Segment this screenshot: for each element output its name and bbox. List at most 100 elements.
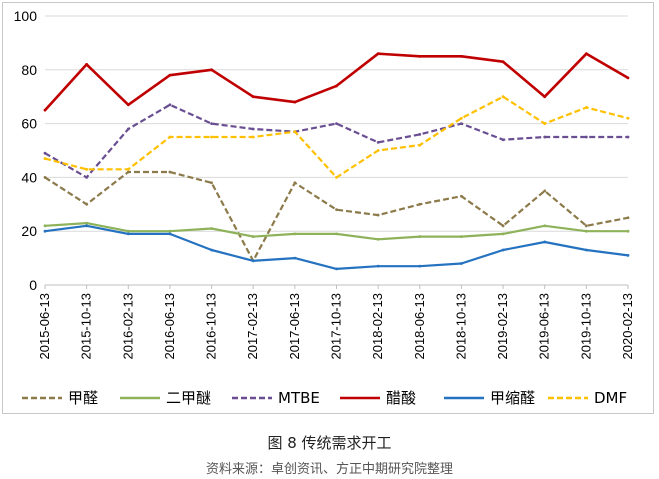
data-point bbox=[168, 73, 172, 77]
data-point bbox=[251, 95, 255, 99]
data-point bbox=[584, 52, 588, 56]
data-point bbox=[293, 256, 297, 260]
data-point bbox=[210, 248, 213, 252]
data-point bbox=[460, 116, 463, 120]
data-point bbox=[126, 229, 130, 233]
legend-label: 甲缩醛 bbox=[490, 389, 535, 407]
data-point bbox=[460, 262, 463, 265]
data-point bbox=[460, 194, 463, 198]
data-point bbox=[460, 54, 463, 58]
data-point bbox=[168, 135, 172, 139]
series-lines bbox=[43, 52, 630, 271]
legend-label: 甲醛 bbox=[68, 389, 98, 407]
data-point bbox=[43, 157, 47, 160]
data-point bbox=[376, 52, 380, 56]
data-point bbox=[501, 60, 505, 64]
data-point bbox=[543, 240, 547, 244]
data-point bbox=[126, 103, 130, 107]
y-tick-label: 80 bbox=[21, 62, 37, 78]
legend-label: 二甲醚 bbox=[166, 389, 211, 407]
data-point bbox=[126, 167, 130, 171]
data-point bbox=[335, 267, 338, 271]
chart-frame bbox=[2, 2, 654, 414]
data-point bbox=[376, 213, 380, 217]
data-point bbox=[335, 122, 338, 125]
data-point bbox=[501, 224, 505, 228]
data-point bbox=[418, 235, 422, 238]
data-point bbox=[501, 232, 505, 236]
data-point bbox=[85, 176, 89, 179]
data-point bbox=[43, 224, 47, 228]
grid-lines bbox=[44, 15, 629, 289]
data-point bbox=[626, 216, 630, 220]
x-tick-label: 2018-02-13 bbox=[370, 293, 385, 360]
data-point bbox=[584, 135, 588, 139]
x-tick-label: 2018-10-13 bbox=[453, 293, 468, 360]
data-point bbox=[626, 135, 630, 139]
data-point bbox=[501, 95, 505, 99]
data-point bbox=[418, 202, 422, 206]
legend: 甲醛 二甲醚 MTBE 醋酸 甲缩醛 DMF bbox=[22, 389, 627, 407]
x-tick-label: 2018-06-13 bbox=[412, 293, 427, 360]
data-point bbox=[210, 227, 213, 230]
data-point bbox=[210, 122, 213, 125]
data-point bbox=[85, 221, 89, 225]
data-point bbox=[85, 167, 89, 171]
x-tick-label: 2020-02-13 bbox=[620, 293, 635, 360]
x-tick-label: 2016-10-13 bbox=[204, 293, 219, 360]
data-point bbox=[543, 189, 547, 193]
x-tick-label: 2019-02-13 bbox=[495, 293, 510, 360]
y-tick-label: 100 bbox=[14, 8, 38, 24]
x-tick-label: 2016-02-13 bbox=[120, 293, 135, 360]
data-point bbox=[626, 229, 630, 233]
y-axis-labels: 0 20 40 60 80 100 bbox=[14, 8, 38, 293]
data-point bbox=[210, 181, 213, 185]
legend-label: 醋酸 bbox=[386, 389, 416, 407]
data-point bbox=[126, 127, 130, 131]
data-point bbox=[126, 170, 130, 174]
data-point bbox=[210, 68, 213, 72]
data-point bbox=[626, 76, 630, 80]
y-tick-label: 0 bbox=[29, 277, 37, 293]
source-caption: 资料来源：卓创资讯、方正中期研究院整理 bbox=[205, 462, 453, 477]
data-point bbox=[418, 132, 422, 136]
x-tick-label: 2017-10-13 bbox=[329, 293, 344, 360]
data-point bbox=[376, 141, 380, 144]
data-point bbox=[293, 130, 297, 134]
data-point bbox=[251, 259, 255, 263]
data-point bbox=[293, 181, 297, 185]
data-point bbox=[584, 106, 588, 109]
data-point bbox=[43, 229, 47, 233]
series-line bbox=[44, 52, 629, 112]
x-tick-label: 2019-10-13 bbox=[578, 293, 593, 360]
data-point bbox=[626, 254, 630, 257]
x-tick-label: 2017-02-13 bbox=[245, 293, 260, 360]
data-point bbox=[543, 224, 547, 228]
data-point bbox=[543, 122, 547, 125]
y-tick-label: 40 bbox=[21, 169, 37, 185]
data-point bbox=[418, 54, 422, 58]
data-point bbox=[168, 170, 172, 174]
legend-label: MTBE bbox=[278, 389, 320, 407]
data-point bbox=[43, 151, 47, 155]
data-point bbox=[335, 208, 338, 212]
series-line bbox=[44, 103, 628, 179]
data-point bbox=[584, 229, 588, 233]
data-point bbox=[418, 143, 422, 147]
data-point bbox=[168, 103, 172, 107]
x-tick-label: 2015-10-13 bbox=[79, 293, 94, 360]
data-point bbox=[460, 235, 463, 238]
data-point bbox=[43, 108, 47, 112]
data-point bbox=[251, 127, 255, 131]
data-point bbox=[460, 122, 463, 125]
data-point bbox=[85, 202, 89, 206]
data-point bbox=[293, 232, 297, 236]
data-point bbox=[418, 264, 422, 268]
data-point bbox=[85, 224, 89, 228]
data-point bbox=[376, 264, 380, 268]
data-point bbox=[376, 237, 380, 241]
x-tick-label: 2017-06-13 bbox=[287, 293, 302, 360]
data-point bbox=[626, 116, 630, 120]
y-tick-label: 20 bbox=[21, 223, 37, 239]
data-point bbox=[543, 95, 547, 99]
